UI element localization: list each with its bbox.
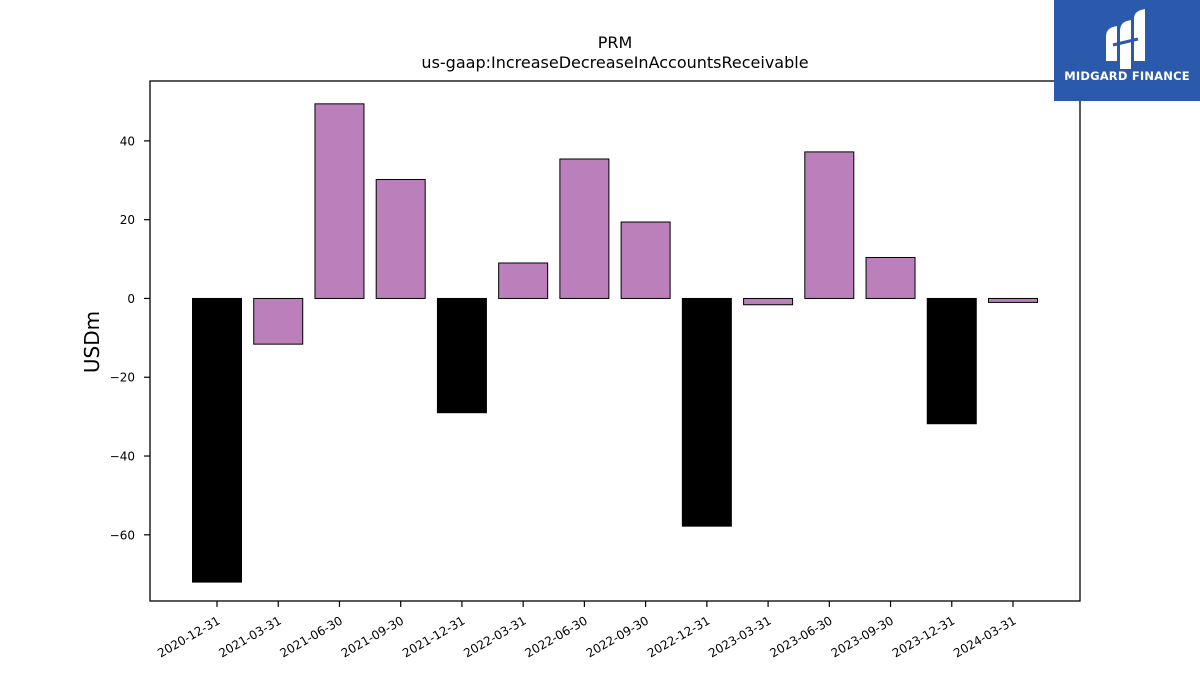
y-axis-label: USDm bbox=[80, 311, 104, 373]
y-tick-label: −60 bbox=[110, 528, 135, 542]
bar bbox=[926, 297, 977, 425]
x-tick-label: 2021-03-31 bbox=[216, 613, 283, 660]
x-tick-label: 2023-06-30 bbox=[767, 613, 834, 660]
x-tick-label: 2021-09-30 bbox=[339, 613, 406, 660]
y-tick-label: 0 bbox=[127, 292, 135, 306]
x-tick-label: 2022-12-31 bbox=[645, 613, 712, 660]
chart-subtitle: us-gaap:IncreaseDecreaseInAccountsReceiv… bbox=[421, 53, 808, 72]
x-tick-label: 2022-03-31 bbox=[461, 613, 528, 660]
bar bbox=[559, 158, 610, 299]
bar bbox=[988, 297, 1038, 303]
bar bbox=[498, 262, 549, 299]
bar bbox=[804, 151, 855, 299]
x-tick-label: 2020-12-31 bbox=[155, 613, 222, 660]
plot-frame bbox=[149, 80, 1081, 602]
midgard-finance-logo: MIDGARD FINANCE bbox=[1054, 0, 1200, 101]
y-tick-label: −40 bbox=[110, 450, 135, 464]
bar bbox=[865, 256, 916, 299]
x-tick-label: 2021-06-30 bbox=[278, 613, 345, 660]
x-tick-label: 2023-09-30 bbox=[829, 613, 896, 660]
x-tick-label: 2023-12-31 bbox=[890, 613, 957, 660]
midgard-logo-mark-icon bbox=[1106, 9, 1145, 69]
bar bbox=[192, 297, 242, 583]
bar bbox=[314, 103, 365, 299]
bar bbox=[620, 221, 671, 299]
y-tick-label: −20 bbox=[110, 371, 135, 385]
x-tick-label: 2022-06-30 bbox=[522, 613, 589, 660]
x-tick-label: 2023-03-31 bbox=[706, 613, 773, 660]
bar bbox=[436, 297, 487, 414]
plot-area: −60−40−20020402020-12-312021-03-312021-0… bbox=[110, 80, 1081, 660]
logo-text: MIDGARD FINANCE bbox=[1064, 69, 1190, 83]
y-tick-label: 20 bbox=[120, 213, 135, 227]
y-tick-label: 40 bbox=[120, 134, 135, 148]
bar bbox=[743, 297, 794, 306]
bar bbox=[375, 178, 426, 299]
bar bbox=[681, 297, 732, 527]
x-tick-label: 2021-12-31 bbox=[400, 613, 467, 660]
x-tick-label: 2022-09-30 bbox=[584, 613, 651, 660]
chart-title: PRM bbox=[598, 33, 633, 52]
x-tick-label: 2024-03-31 bbox=[951, 613, 1018, 660]
bar bbox=[253, 297, 304, 345]
